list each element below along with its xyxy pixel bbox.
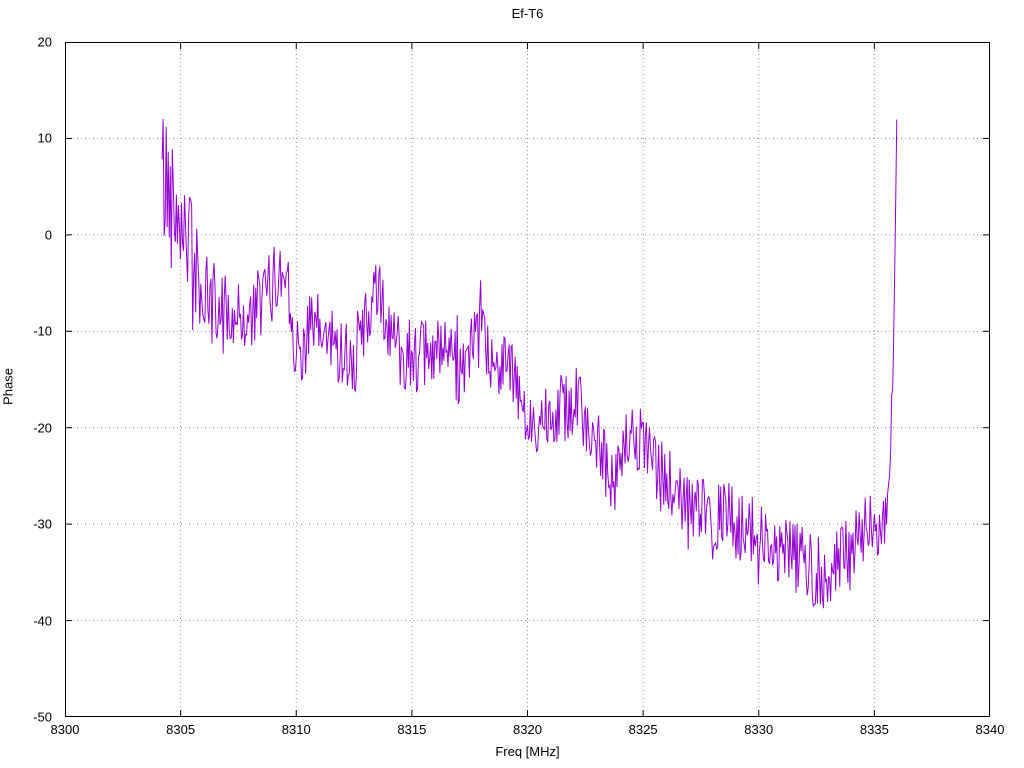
x-tick-label: 8300 [50, 722, 80, 737]
x-axis-label: Freq [MHz] [495, 744, 560, 759]
series-line-phase [161, 119, 898, 609]
x-tick-label: 8340 [975, 722, 1005, 737]
chart-title: Ef-T6 [511, 6, 544, 21]
x-tick-label: 8325 [628, 722, 658, 737]
y-tick-label: -40 [33, 613, 52, 629]
x-tick-label: 8310 [281, 722, 311, 737]
y-tick-labels: 20 10 0 -10 -20 -30 -40 -50 [0, 35, 58, 725]
y-tick-label: 10 [37, 130, 52, 146]
y-tick-label: -10 [33, 323, 52, 339]
x-tick-label: 8335 [859, 722, 889, 737]
plot-canvas [65, 42, 990, 717]
x-tick-label: 8305 [166, 722, 196, 737]
x-tick-label: 8315 [397, 722, 427, 737]
x-tick-label: 8330 [744, 722, 774, 737]
y-tick-label: -20 [33, 420, 52, 436]
plot-area [65, 42, 990, 717]
y-tick-label: 0 [44, 227, 52, 243]
y-tick-label: -30 [33, 516, 52, 532]
x-tick-labels: 8300 8305 8310 8315 8320 8325 8330 8335 … [51, 722, 1005, 738]
x-tick-label: 8320 [513, 722, 542, 737]
y-tick-label: -50 [33, 709, 52, 725]
y-tick-label: 20 [37, 34, 52, 50]
